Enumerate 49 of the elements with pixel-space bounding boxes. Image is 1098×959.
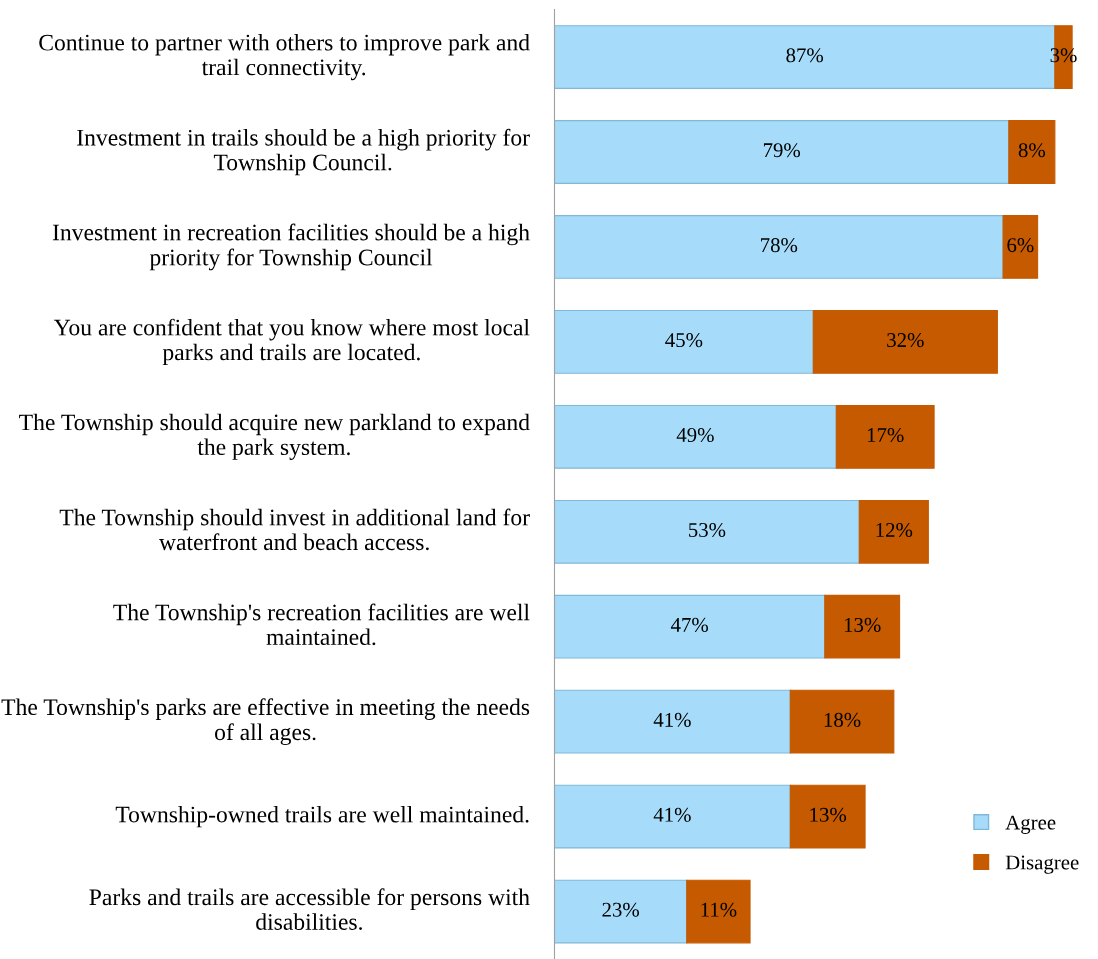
bar (812, 309, 998, 374)
y-tick-label: Parks and trails are accessible for persons with disabilities. (89, 888, 530, 931)
y-tick-label: You are confident that you know where most local parks and trails are located. (54, 318, 530, 366)
y-tick-label: The Township should acquire new parkland to expand the park system. (19, 413, 530, 460)
data-label: 87% (786, 48, 824, 63)
data-label: 41% (653, 712, 691, 727)
data-label: 32% (887, 333, 924, 348)
y-tick-label: Investment in trails should be a high priority for Township Council. (77, 128, 530, 176)
bar (554, 499, 860, 564)
data-label: 11% (701, 902, 737, 917)
data-label: 13% (810, 807, 847, 822)
bar (858, 499, 929, 564)
bar (554, 404, 837, 469)
bar (554, 120, 1010, 184)
data-label: 13% (844, 617, 881, 632)
data-label: 23% (602, 902, 640, 917)
legend-label: Agree (1005, 815, 1056, 834)
data-label: 79% (763, 143, 801, 158)
bar (554, 689, 791, 754)
bar (1008, 120, 1056, 184)
data-label: 49% (676, 427, 714, 443)
bar (789, 784, 866, 849)
data-label: 17% (867, 427, 904, 443)
bar (824, 594, 901, 659)
bar (686, 879, 751, 944)
bar (1002, 215, 1039, 279)
bar (554, 309, 814, 374)
y-tick-label: Township-owned trails are well maintained. (115, 805, 529, 828)
bar (554, 215, 1004, 279)
bar (554, 879, 688, 944)
bar (789, 689, 895, 754)
y-tick-label: The Township should invest in additional land for waterfront and beach access. (59, 508, 530, 551)
bar (554, 784, 791, 849)
bar (554, 594, 826, 659)
data-label: 47% (670, 617, 709, 632)
y-tick-label: Investment in recreation facilities should be a high priority for Township Council (52, 223, 530, 271)
bar (835, 404, 935, 469)
data-label: 78% (761, 238, 798, 253)
data-label: 45% (665, 333, 703, 348)
data-label: 6% (1007, 238, 1034, 253)
data-label: 12% (876, 522, 913, 538)
y-tick-label: The Township's parks are effective in meeting the needs of all ages. (1, 698, 530, 746)
data-label: 8% (1018, 143, 1046, 158)
data-label: 18% (824, 712, 861, 727)
y-tick-label: The Township's recreation facilities are well maintained. (113, 603, 530, 646)
y-tick-label: Continue to partner with others to improve park and trail connectivity. (39, 33, 530, 81)
legend-label: Disagree (1005, 855, 1079, 874)
data-label: 53% (689, 522, 726, 538)
data-label: 41% (653, 807, 691, 822)
